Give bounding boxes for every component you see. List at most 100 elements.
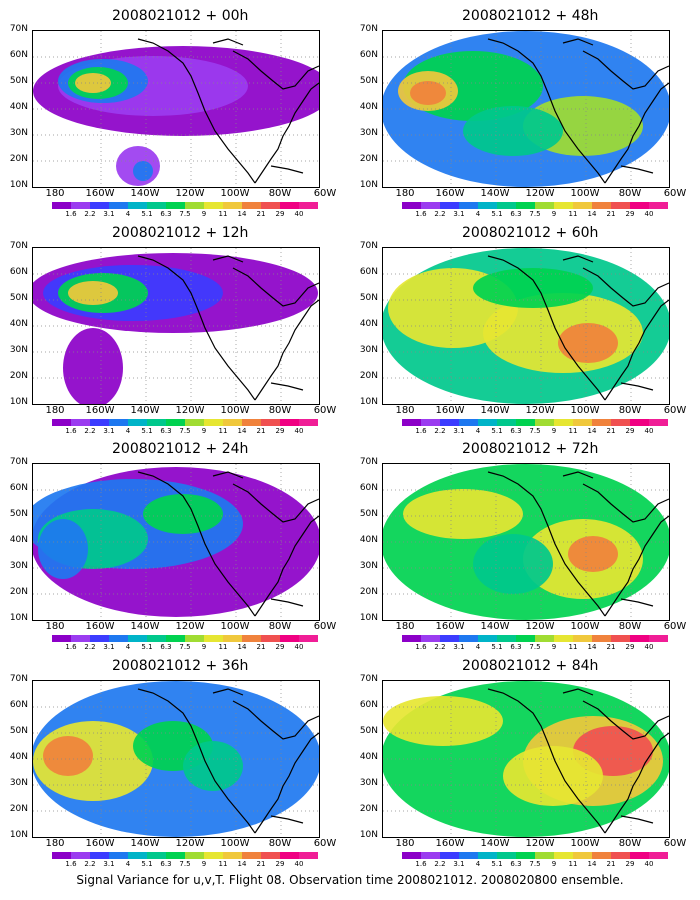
colorbar-label: 2.2 [434, 427, 446, 435]
y-tick-label: 20N [9, 804, 28, 814]
variance-field [383, 248, 669, 404]
colorbar-label: 7.5 [529, 860, 541, 868]
colorbar-label: 11 [218, 860, 228, 868]
y-tick-label: 70N [359, 674, 378, 684]
x-tick-label: 120W [175, 621, 205, 632]
colorbar-label: 4 [475, 427, 481, 435]
x-tick-label: 60W [313, 838, 337, 849]
colorbar-label: 3.1 [453, 643, 465, 651]
colorbar-swatch [242, 635, 261, 642]
y-tick-label: 20N [359, 587, 378, 597]
colorbar-label: 9 [551, 860, 557, 868]
colorbar-swatch [611, 202, 630, 209]
colorbar-label: 5.1 [141, 427, 153, 435]
colorbar-swatch [71, 419, 90, 426]
map-panel: 2008021012 + 48h 70N 60N 50N 40N 30N 20N 10N 180… [360, 8, 687, 218]
x-tick-label: 60W [663, 838, 687, 849]
colorbar-label: 14 [237, 427, 247, 435]
colorbar [402, 419, 668, 426]
colorbar-label: 6.3 [510, 427, 522, 435]
colorbar-swatch [71, 852, 90, 859]
figure-caption: Signal Variance for u,v,T. Flight 08. Ob… [76, 873, 624, 887]
colorbar-swatch [90, 635, 109, 642]
y-tick-label: 10N [359, 830, 378, 840]
coastline [137, 471, 319, 617]
colorbar-swatch [147, 419, 166, 426]
x-tick-label: 120W [175, 188, 205, 199]
colorbar-label: 1.6 [65, 860, 77, 868]
colorbar-label: 40 [644, 427, 654, 435]
colorbar-swatch [497, 419, 516, 426]
x-tick-label: 60W [313, 405, 337, 416]
map-panel: 2008021012 + 12h 70N 60N 50N 40N 30N 20N 10N 180… [10, 225, 337, 435]
colorbar [52, 202, 318, 209]
colorbar-swatch [592, 852, 611, 859]
y-tick-label: 60N [9, 700, 28, 710]
x-tick-label: 140W [480, 838, 510, 849]
y-tick-label: 30N [359, 778, 378, 788]
y-tick-label: 10N [359, 613, 378, 623]
colorbar-swatch [421, 852, 440, 859]
map-plot-area [32, 247, 320, 405]
colorbar-swatch [242, 419, 261, 426]
colorbar-label: 7.5 [179, 860, 191, 868]
coastline [487, 38, 669, 184]
colorbar-swatch [611, 419, 630, 426]
colorbar-swatch [516, 635, 535, 642]
colorbar-swatch [280, 202, 299, 209]
colorbar-label: 21 [256, 860, 266, 868]
colorbar-label: 3.1 [103, 860, 115, 868]
y-tick-label: 70N [359, 241, 378, 251]
colorbar-swatch [649, 852, 668, 859]
colorbar-swatch [299, 202, 318, 209]
y-tick-label: 70N [9, 674, 28, 684]
panel-title: 2008021012 + 60h [462, 225, 599, 241]
colorbar-swatch [147, 202, 166, 209]
y-tick-label: 30N [9, 345, 28, 355]
colorbar-swatch [147, 852, 166, 859]
colorbar-label: 14 [587, 427, 597, 435]
x-tick-label: 100W [570, 621, 600, 632]
colorbar-label: 7.5 [179, 210, 191, 218]
colorbar-swatch [535, 852, 554, 859]
variance-field [383, 681, 669, 837]
panel-title: 2008021012 + 84h [462, 658, 599, 674]
colorbar-label: 6.3 [160, 643, 172, 651]
x-tick-label: 180 [395, 621, 415, 632]
colorbar-swatch [109, 852, 128, 859]
map-plot-area [382, 680, 670, 838]
y-tick-label: 50N [9, 76, 28, 86]
y-tick-label: 20N [359, 371, 378, 381]
coastline [487, 688, 669, 834]
x-tick-label: 180 [45, 838, 65, 849]
colorbar-swatch [128, 419, 147, 426]
y-tick-label: 10N [359, 180, 378, 190]
map-plot-area [32, 463, 320, 621]
colorbar-label: 14 [587, 643, 597, 651]
variance-contour [473, 268, 593, 308]
colorbar-label: 2.2 [84, 860, 96, 868]
colorbar-swatch [421, 419, 440, 426]
colorbar-label: 29 [275, 427, 285, 435]
colorbar-swatch [497, 635, 516, 642]
colorbar-label: 6.3 [160, 210, 172, 218]
y-tick-label: 70N [359, 24, 378, 34]
y-tick-label: 50N [9, 509, 28, 519]
colorbar-label: 14 [587, 210, 597, 218]
map-panel: 2008021012 + 84h 70N 60N 50N 40N 30N 20N 10N 180… [360, 658, 687, 868]
y-tick-label: 50N [359, 726, 378, 736]
colorbar-label: 9 [551, 210, 557, 218]
variance-contour [410, 81, 446, 105]
x-tick-label: 160W [85, 405, 115, 416]
colorbar-label: 5.1 [141, 643, 153, 651]
colorbar [52, 852, 318, 859]
colorbar-swatch [261, 202, 280, 209]
colorbar-label: 21 [256, 643, 266, 651]
y-tick-label: 70N [9, 24, 28, 34]
colorbar-label: 11 [218, 427, 228, 435]
y-tick-label: 20N [359, 804, 378, 814]
colorbar-swatch [554, 419, 573, 426]
colorbar-label: 14 [587, 860, 597, 868]
colorbar-swatch [71, 202, 90, 209]
y-tick-label: 40N [9, 319, 28, 329]
